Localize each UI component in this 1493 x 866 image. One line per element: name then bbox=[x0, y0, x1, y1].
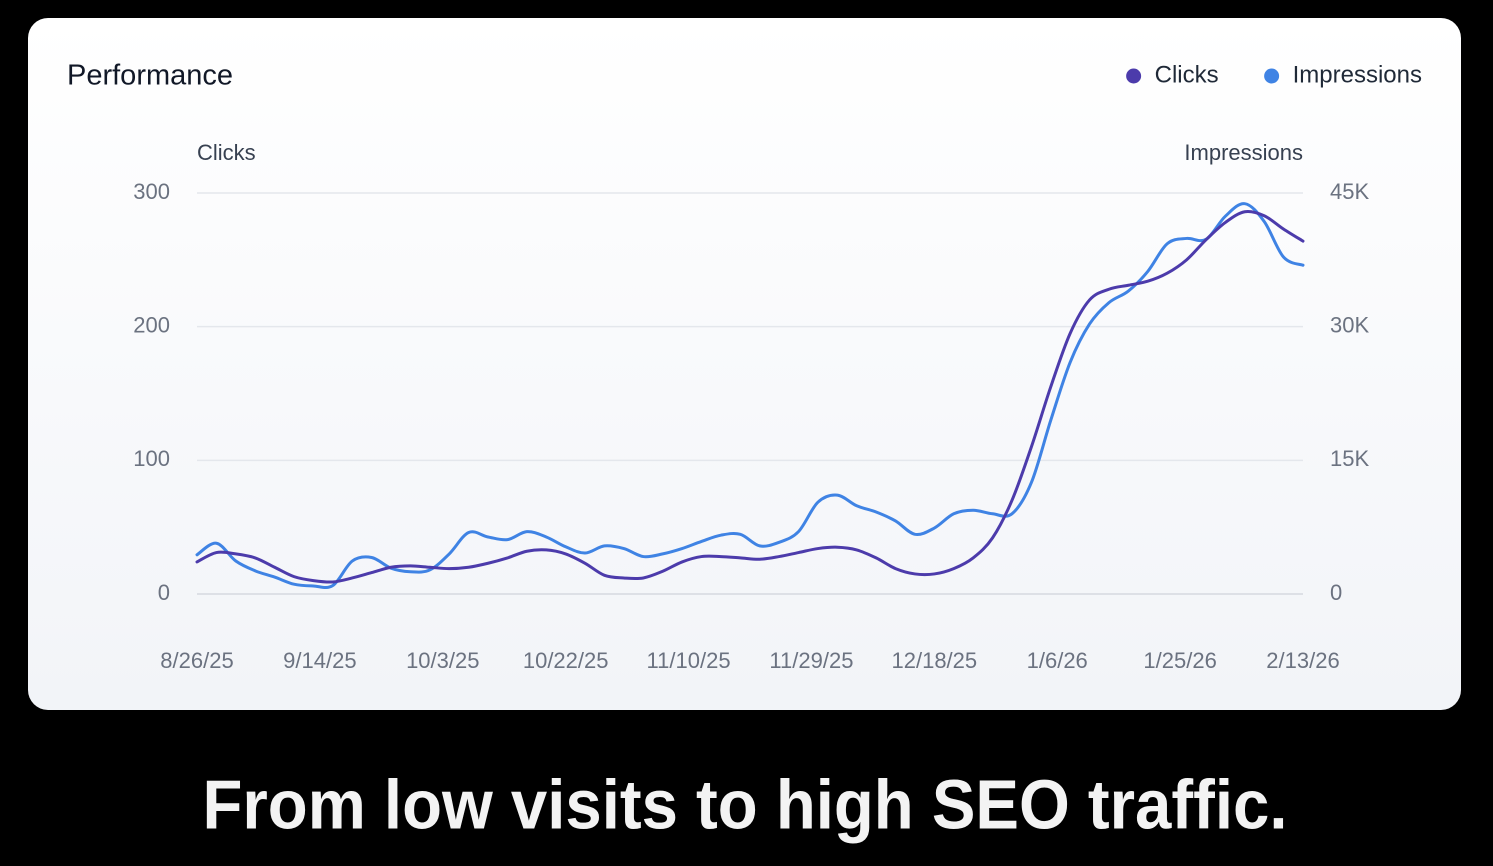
y-tick-label: 200 bbox=[133, 312, 170, 337]
legend-label: Clicks bbox=[1155, 61, 1219, 88]
y-axis-title: Clicks bbox=[197, 140, 256, 165]
legend-dot bbox=[1126, 68, 1142, 84]
x-tick-label: 10/3/25 bbox=[406, 648, 479, 673]
y-tick-label: 0 bbox=[158, 580, 170, 605]
legend-label: Impressions bbox=[1293, 61, 1422, 88]
card bbox=[28, 18, 1461, 710]
y-tick-label: 100 bbox=[133, 446, 170, 471]
line-series bbox=[195, 202, 1305, 590]
x-tick-label: 8/26/25 bbox=[160, 648, 233, 673]
caption: From low visits to high SEO traffic. bbox=[203, 765, 1288, 843]
x-tick-label: 11/29/25 bbox=[769, 648, 853, 673]
y2-tick-label: 0 bbox=[1330, 580, 1342, 605]
x-tick-label: 1/6/26 bbox=[1027, 648, 1088, 673]
x-tick-label: 9/14/25 bbox=[283, 648, 356, 673]
y2-tick-label: 30K bbox=[1330, 312, 1369, 337]
y2-axis-title: Impressions bbox=[1184, 140, 1303, 165]
y2-tick-label: 45K bbox=[1330, 179, 1369, 204]
x-tick-label: 12/18/25 bbox=[892, 648, 978, 673]
x-tick-label: 10/22/25 bbox=[523, 648, 609, 673]
y-tick-label: 300 bbox=[133, 179, 170, 204]
line-series bbox=[195, 209, 1305, 584]
x-tick-label: 2/13/26 bbox=[1266, 648, 1339, 673]
y2-tick-label: 15K bbox=[1330, 446, 1369, 471]
x-tick-label: 11/10/25 bbox=[647, 648, 731, 673]
chart-title: Performance bbox=[67, 60, 233, 92]
legend-dot bbox=[1264, 68, 1280, 84]
x-tick-label: 1/25/26 bbox=[1143, 648, 1216, 673]
